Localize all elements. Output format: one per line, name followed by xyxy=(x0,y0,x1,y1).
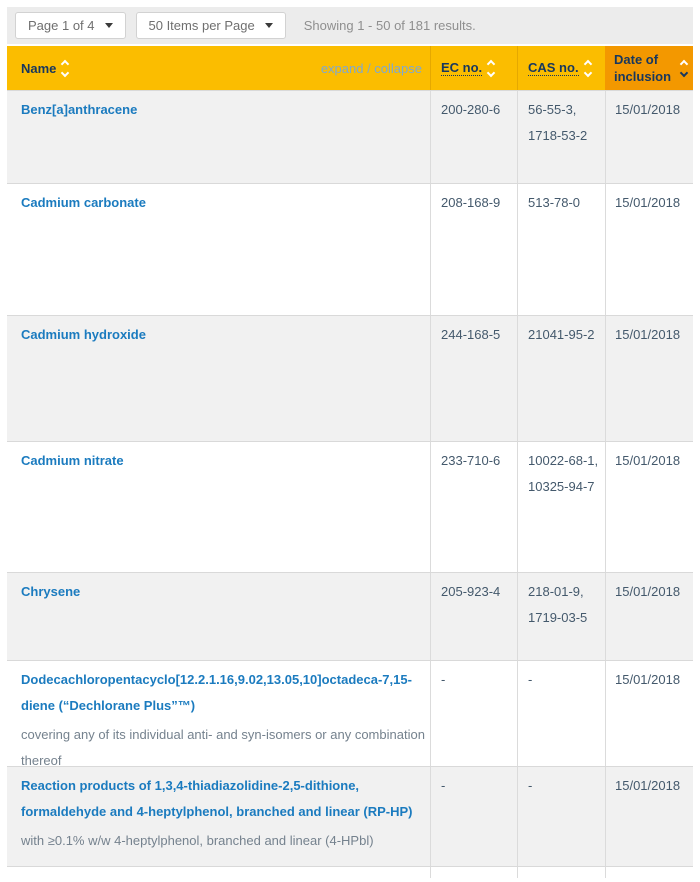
ec-number-cell: 205-923-4 xyxy=(430,573,517,660)
sort-icon-active xyxy=(679,59,689,77)
column-header-cas: CAS no. xyxy=(517,46,605,90)
column-header-name: Name expand / collapse xyxy=(7,46,430,90)
name-cell: Chrysene xyxy=(7,573,430,660)
chevron-down-icon xyxy=(486,68,496,77)
page-selector[interactable]: Page 1 of 4 xyxy=(15,12,126,39)
ec-number-cell: 233-710-6 xyxy=(430,442,517,572)
caret-down-icon xyxy=(264,23,273,28)
cas-number-cell: - xyxy=(517,661,605,766)
name-cell: Benz[a]anthracene xyxy=(7,91,430,183)
chevron-down-icon xyxy=(679,68,689,77)
cas-number-cell: 218-01-9, 1719-03-5 xyxy=(517,573,605,660)
table-row: Benz[a]anthracene 200-280-6 56-55-3, 1718-… xyxy=(7,90,693,183)
substance-link[interactable]: Cadmium carbonate xyxy=(21,195,146,210)
name-cell: Cadmium hydroxide xyxy=(7,316,430,441)
cas-number-cell: 21041-95-2 xyxy=(517,316,605,441)
expand-collapse-link[interactable]: expand / collapse xyxy=(320,60,422,76)
cas-number-cell: 513-78-0 xyxy=(517,184,605,315)
date-of-inclusion-cell: 15/01/2018 xyxy=(605,184,693,315)
table-body: Benz[a]anthracene 200-280-6 56-55-3, 1718-… xyxy=(7,90,693,866)
column-header-ec: EC no. xyxy=(430,46,517,90)
substance-note: covering any of its individual anti- and… xyxy=(21,727,425,768)
partial-name-cell xyxy=(7,867,430,878)
ec-number-cell: - xyxy=(430,661,517,766)
chevron-up-icon xyxy=(61,59,70,68)
items-per-page-selector[interactable]: 50 Items per Page xyxy=(135,12,286,39)
sort-ec[interactable]: EC no. xyxy=(441,59,496,77)
column-header-cas-label: CAS no. xyxy=(528,60,579,76)
substance-link[interactable]: Dodecachloropentacyclo[12.2.1.16,9.02,13… xyxy=(21,672,412,713)
cas-number-cell: 56-55-3, 1718-53-2 xyxy=(517,91,605,183)
cas-number-cell: 10022-68-1, 10325-94-7 xyxy=(517,442,605,572)
sort-cas[interactable]: CAS no. xyxy=(528,59,592,77)
name-cell: Reaction products of 1,3,4-thiadiazolidi… xyxy=(7,767,430,866)
date-of-inclusion-cell: 15/01/2018 xyxy=(605,91,693,183)
partial-cas-cell xyxy=(517,867,605,878)
ec-number-cell: 208-168-9 xyxy=(430,184,517,315)
partial-date-cell xyxy=(605,867,693,878)
results-summary: Showing 1 - 50 of 181 results. xyxy=(303,18,476,33)
page-selector-label: Page 1 of 4 xyxy=(28,18,95,33)
ec-number-cell: 200-280-6 xyxy=(430,91,517,183)
chevron-up-icon xyxy=(583,59,592,68)
column-header-date-label: Date of inclusion xyxy=(614,51,671,85)
substance-link[interactable]: Benz[a]anthracene xyxy=(21,102,138,117)
date-of-inclusion-cell: 15/01/2018 xyxy=(605,316,693,441)
sort-icon xyxy=(61,59,70,77)
name-cell: Dodecachloropentacyclo[12.2.1.16,9.02,13… xyxy=(7,661,430,768)
chevron-up-icon xyxy=(486,59,496,68)
date-of-inclusion-cell: 15/01/2018 xyxy=(605,661,693,766)
items-per-page-label: 50 Items per Page xyxy=(148,18,255,33)
cas-number-cell: - xyxy=(517,767,605,866)
caret-down-icon xyxy=(104,23,113,28)
date-of-inclusion-cell: 15/01/2018 xyxy=(605,442,693,572)
substance-link[interactable]: Cadmium hydroxide xyxy=(21,327,146,342)
name-cell: Cadmium nitrate xyxy=(7,442,430,572)
table-row: Reaction products of 1,3,4-thiadiazolidi… xyxy=(7,766,693,866)
table-row: Cadmium carbonate 208-168-9 513-78-0 15/01/… xyxy=(7,183,693,315)
pagination-bar: Page 1 of 4 50 Items per Page Showing 1 … xyxy=(7,7,693,44)
date-of-inclusion-cell: 15/01/2018 xyxy=(605,767,693,866)
substance-link[interactable]: Chrysene xyxy=(21,584,81,599)
substance-link[interactable]: Cadmium nitrate xyxy=(21,453,124,468)
column-header-name-label: Name xyxy=(21,60,57,76)
table-row: Cadmium hydroxide 244-168-5 21041-95-2 15/0… xyxy=(7,315,693,441)
date-label-line2: inclusion xyxy=(614,69,672,84)
sort-icon xyxy=(583,59,592,77)
table-header-row: Name expand / collapse EC no. xyxy=(7,46,693,90)
date-label-line1: Date of xyxy=(614,52,659,67)
column-header-date-of-inclusion[interactable]: Date of inclusion xyxy=(605,46,693,90)
chevron-down-icon xyxy=(583,68,592,77)
chevron-up-icon xyxy=(679,59,689,68)
table-row: Chrysene 205-923-4 218-01-9, 1719-03-5 15/0… xyxy=(7,572,693,660)
table-row: Dodecachloropentacyclo[12.2.1.16,9.02,13… xyxy=(7,660,693,768)
name-cell: Cadmium carbonate xyxy=(7,184,430,315)
sort-name[interactable]: Name xyxy=(21,59,70,77)
table-row: Cadmium nitrate 233-710-6 10022-68-1, 1032… xyxy=(7,441,693,572)
ec-number-cell: 244-168-5 xyxy=(430,316,517,441)
table-row-partial xyxy=(7,866,693,878)
sort-icon xyxy=(486,59,496,77)
date-of-inclusion-cell: 15/01/2018 xyxy=(605,573,693,660)
column-header-ec-label: EC no. xyxy=(441,60,483,76)
partial-ec-cell xyxy=(430,867,517,878)
substance-note: with ≥0.1% w/w 4-heptylphenol, branched … xyxy=(21,833,374,848)
substance-table: Name expand / collapse EC no. xyxy=(7,46,693,878)
chevron-down-icon xyxy=(61,68,70,77)
ec-number-cell: - xyxy=(430,767,517,866)
substance-link[interactable]: Reaction products of 1,3,4-thiadiazolidi… xyxy=(21,778,413,819)
